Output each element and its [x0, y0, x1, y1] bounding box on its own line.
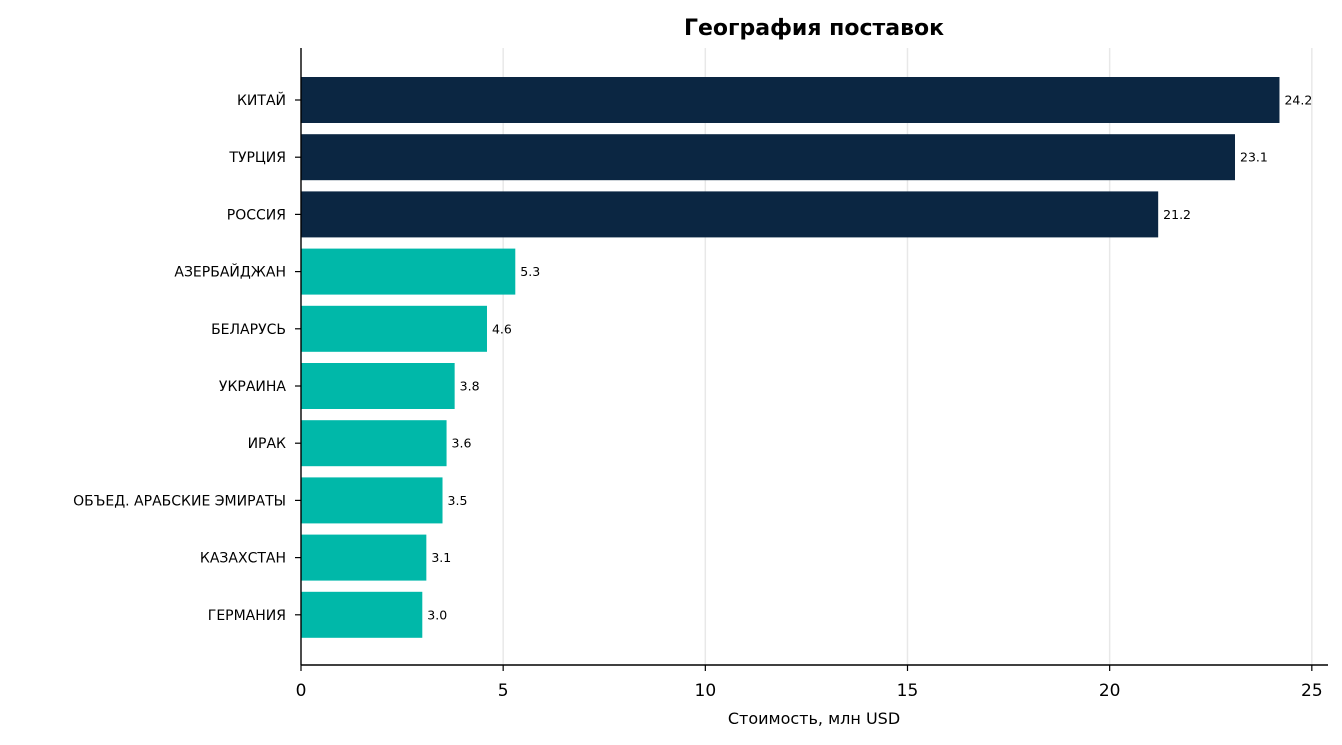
value-label: 21.2 [1163, 207, 1191, 222]
x-tick-label: 0 [296, 681, 307, 701]
x-tick-label: 20 [1099, 681, 1121, 701]
category-label: КИТАЙ [237, 91, 286, 109]
category-label: РОССИЯ [227, 207, 286, 223]
bar [301, 305, 487, 352]
value-label: 3.6 [452, 436, 472, 451]
value-label: 3.0 [427, 607, 447, 622]
category-label: ГЕРМАНИЯ [208, 608, 286, 624]
x-tick-label: 15 [897, 681, 919, 701]
bar [301, 477, 443, 524]
value-label: 4.6 [492, 321, 512, 336]
bar [301, 534, 427, 581]
category-label: ИРАК [248, 436, 286, 452]
category-label: БЕЛАРУСЬ [211, 322, 286, 338]
bar [301, 363, 455, 409]
x-tick-label: 10 [695, 681, 717, 701]
category-labels: КИТАЙ ТУРЦИЯ РОССИЯ АЗЕРБАЙДЖАН БЕЛАРУСЬ УКРА… [73, 91, 301, 624]
bar [301, 191, 1159, 238]
x-tick-label: 5 [498, 681, 509, 701]
chart-title: География поставок [684, 16, 944, 41]
category-label: ТУРЦИЯ [228, 150, 286, 166]
value-labels: 24.2 23.1 21.2 5.3 4.6 3.8 3.6 3.5 3.1 3.0 [427, 93, 1312, 623]
value-label: 3.5 [448, 493, 468, 508]
bar [301, 420, 447, 467]
value-label: 23.1 [1240, 150, 1268, 165]
bar [301, 591, 423, 638]
value-label: 5.3 [520, 264, 540, 279]
value-label: 3.8 [460, 379, 480, 394]
x-ticks: 0 5 10 15 20 25 [296, 665, 1323, 701]
bar [301, 77, 1280, 123]
x-tick-label: 25 [1301, 681, 1323, 701]
category-label: КАЗАХСТАН [200, 551, 286, 567]
value-label: 3.1 [431, 550, 451, 565]
category-label: ОБЪЕД. АРАБСКИЕ ЭМИРАТЫ [73, 493, 286, 509]
x-axis-title: Стоимость, млн USD [728, 709, 900, 728]
category-label: АЗЕРБАЙДЖАН [174, 263, 286, 281]
category-label: УКРАИНА [219, 379, 286, 395]
bars [301, 77, 1280, 638]
bar [301, 248, 516, 295]
value-label: 24.2 [1284, 93, 1312, 108]
axes [300, 48, 1328, 666]
bar [301, 134, 1236, 181]
